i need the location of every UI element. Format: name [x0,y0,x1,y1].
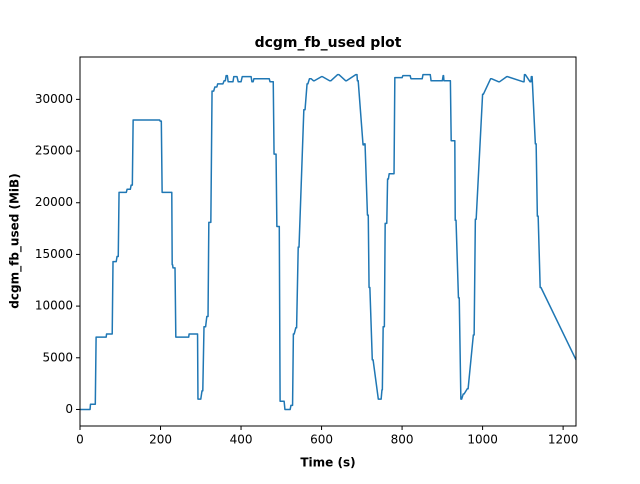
y-tick-label: 10000 [35,299,73,313]
y-tick-label: 0 [65,402,73,416]
x-tick-label: 0 [76,433,84,447]
y-tick-label: 15000 [35,247,73,261]
x-tick-label: 800 [391,433,414,447]
y-tick-label: 5000 [42,350,73,364]
x-axis-label: Time (s) [300,456,355,470]
y-tick-label: 30000 [35,92,73,106]
line-series [80,73,577,411]
y-tick-label: 25000 [35,144,73,158]
y-axis-label: dcgm_fb_used (MiB) [8,173,23,308]
y-tick-label: 20000 [35,195,73,209]
x-tick-label: 1000 [467,433,498,447]
x-tick-label: 400 [230,433,253,447]
plot-frame [79,56,577,427]
chart-title: dcgm_fb_used plot [255,35,402,51]
x-tick-label: 600 [310,433,333,447]
x-tick-label: 1200 [548,433,579,447]
x-tick-label: 200 [149,433,172,447]
